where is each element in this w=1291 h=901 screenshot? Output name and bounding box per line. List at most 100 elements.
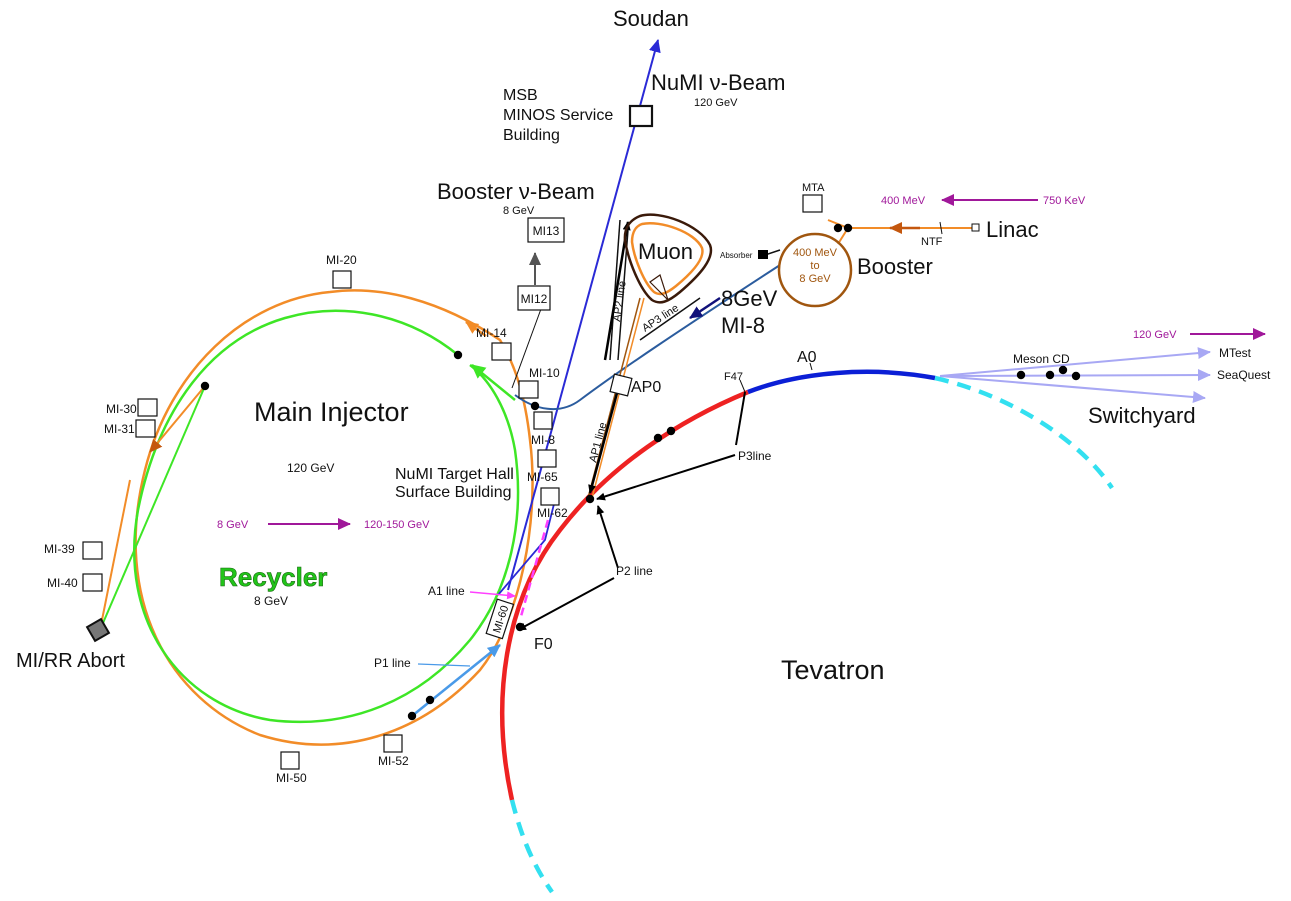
a1-pointer (469, 591, 516, 600)
mtest-label: MTest (1219, 346, 1252, 360)
booster-beam-energy: 8 GeV (503, 205, 535, 217)
p1-pointer (417, 663, 471, 667)
mi20-label: MI-20 (326, 253, 357, 267)
msb-label-2: MINOS Service (503, 107, 613, 124)
mi60-box-group: MI-60 (485, 598, 515, 640)
mi30-box (137, 398, 158, 417)
booster-beam-line (511, 297, 546, 389)
mi65-label: MI-65 (527, 470, 558, 484)
p2-line-arrow-1 (596, 505, 619, 569)
mi10-box (518, 380, 539, 399)
recycler-ring (133, 309, 520, 724)
energy-400mev-label: 400 MeV (881, 195, 926, 207)
ap1-arrow (588, 381, 622, 494)
mi8-label: MI-8 (721, 313, 765, 338)
abort-orange-line-lower (99, 479, 131, 631)
mta-label: MTA (802, 182, 825, 194)
mi8-energy-label: 8GeV (721, 286, 778, 311)
numi-energy-label: 120 GeV (694, 97, 738, 109)
mi39-label: MI-39 (44, 542, 75, 556)
recycler-arrow (471, 364, 516, 401)
p3-line-arrow (596, 454, 736, 501)
ntf-tick (939, 221, 943, 235)
booster-ring-label-2: to (810, 260, 819, 272)
seaquest-label: SeaQuest (1217, 368, 1271, 382)
abort-orange-line (149, 385, 206, 453)
abort-label: MI/RR Abort (16, 650, 125, 672)
mi52-label: MI-52 (378, 754, 409, 768)
recycler-label: Recycler (219, 562, 327, 592)
abort-green-line (99, 385, 206, 631)
ap2-arrow (603, 221, 631, 361)
mi8-box-label: MI-8 (531, 433, 555, 447)
numi-lower-line (497, 499, 556, 596)
tevatron-ring (500, 369, 1114, 894)
muon-ring (623, 213, 713, 304)
msb-box (628, 104, 654, 128)
mi62-box (540, 487, 560, 506)
tevatron-dashed-bottom (509, 799, 554, 894)
mi40-box (82, 573, 103, 592)
numi-beam-label: NuMI ν-Beam (651, 70, 785, 95)
mi50-box (280, 751, 300, 770)
mi20-box (332, 270, 352, 289)
mi52-box (383, 734, 403, 753)
mi31-label: MI-31 (104, 422, 135, 436)
numi-target-label-1: NuMI Target Hall (395, 466, 514, 483)
ntf-label: NTF (921, 236, 943, 248)
ap3-label: AP3 line (640, 302, 681, 334)
a1-beam-line (518, 519, 550, 621)
numi-target-label-2: Surface Building (395, 484, 512, 501)
p1-label: P1 line (374, 656, 411, 670)
main-injector-arrow-mi14 (465, 320, 487, 338)
recycler-energy: 8 GeV (254, 594, 288, 608)
ap0-box (609, 373, 633, 397)
tevatron-blue-arc (747, 369, 936, 395)
tevatron-label: Tevatron (781, 655, 885, 685)
mi14-box (491, 342, 512, 361)
abort-box (85, 617, 111, 643)
main-injector-label: Main Injector (254, 397, 409, 427)
ap0-label: AP0 (631, 379, 661, 396)
mi31-box (135, 419, 156, 438)
ap2-label: AP2 line (611, 280, 629, 322)
booster-beam-label: Booster ν-Beam (437, 179, 595, 204)
mi12-label: MI12 (521, 292, 548, 306)
a1-label: A1 line (428, 584, 465, 598)
a0-tick (809, 362, 813, 371)
linac-box (971, 223, 980, 232)
p2-line-arrow-2 (517, 577, 615, 631)
mi13-label: MI13 (533, 224, 560, 238)
a0-label: A0 (797, 349, 817, 366)
mta-box (802, 194, 823, 213)
mi40-label: MI-40 (47, 576, 78, 590)
mi8-arrow (689, 296, 721, 320)
main-injector-energy: 120 GeV (287, 461, 334, 475)
mi8-box (533, 411, 553, 430)
msb-label-1: MSB (503, 87, 538, 104)
mi50-label: MI-50 (276, 771, 307, 785)
booster-label: Booster (857, 254, 933, 279)
switchyard-label: Switchyard (1088, 403, 1196, 428)
beam-junction-dots (200, 223, 1081, 721)
mi8-line (514, 264, 781, 411)
mi12-box (517, 285, 551, 311)
mi65-box (537, 449, 557, 468)
soudan-label: Soudan (613, 6, 689, 31)
booster-ring (777, 232, 853, 308)
f47-tick (739, 379, 746, 393)
mi39-box (82, 541, 103, 560)
mi30-label: MI-30 (106, 402, 137, 416)
p1-beam-line (411, 644, 501, 717)
main-injector-ring (134, 289, 534, 746)
f47-label: F47 (724, 371, 743, 383)
energy-750kev-label: 750 KeV (1043, 195, 1086, 207)
p2-label: P2 line (616, 564, 653, 578)
tevatron-dashed-right (934, 375, 1114, 490)
booster-ring-label-1: 400 MeV (793, 247, 838, 259)
mi13-box (527, 217, 565, 243)
p3-line-path (735, 391, 746, 446)
booster-ring-label-3: 8 GeV (799, 273, 831, 285)
absorber-label: Absorber (720, 251, 753, 260)
